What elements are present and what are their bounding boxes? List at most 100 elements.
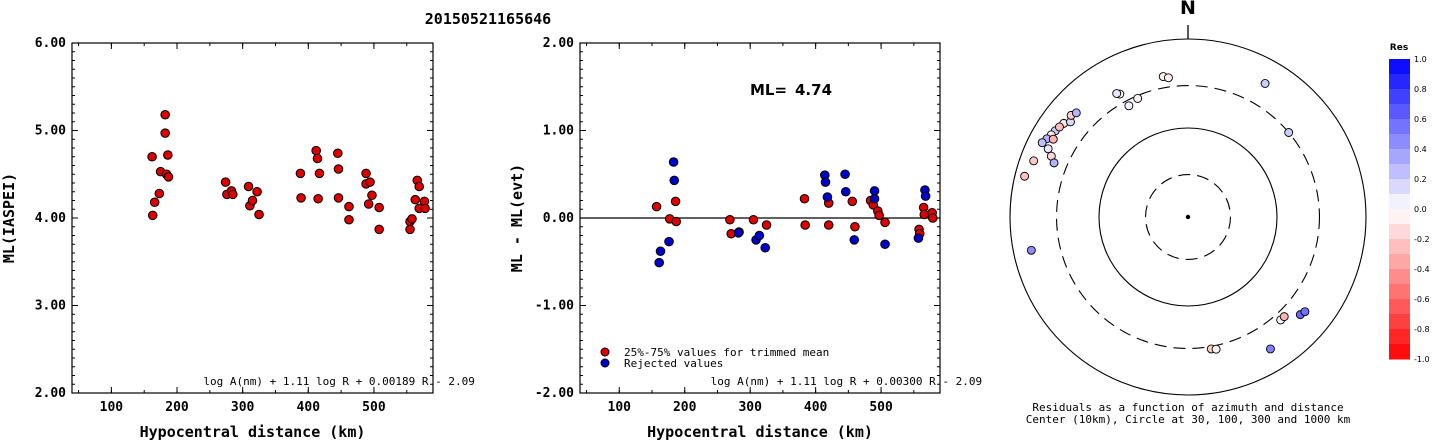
colorbar-tick-label: -0.4 — [1414, 265, 1430, 274]
data-point — [333, 164, 344, 174]
trimmed-mean-point — [670, 196, 681, 207]
trimmed-mean-point — [671, 216, 682, 227]
data-point — [344, 214, 354, 225]
colorbar-segment — [1389, 119, 1410, 135]
data-point — [220, 177, 231, 187]
station-marker — [1211, 344, 1221, 354]
data-point — [367, 190, 377, 201]
colorbar-tick-label: -0.6 — [1414, 295, 1430, 304]
x-tick-label: 400 — [297, 400, 321, 415]
colorbar-segment — [1389, 224, 1410, 240]
trimmed-mean-point — [725, 214, 735, 225]
data-point — [295, 168, 306, 179]
x-tick-label: 200 — [165, 400, 189, 415]
data-point — [420, 203, 430, 214]
trimmed-mean-point — [651, 201, 662, 212]
rejected-point — [920, 191, 931, 201]
station-marker — [1124, 101, 1134, 111]
trimmed-mean-point — [800, 220, 810, 230]
data-point — [414, 181, 425, 192]
azimuth-residual-map: N Residuals as a function of azimuth and … — [1009, 0, 1367, 426]
rejected-point — [754, 230, 765, 241]
data-point — [160, 109, 171, 120]
station-marker — [1163, 73, 1173, 83]
data-point — [254, 209, 264, 220]
colorbar-segment — [1389, 344, 1410, 360]
rejected-point — [664, 236, 674, 247]
colorbar-segment — [1389, 269, 1410, 285]
colorbar-segment — [1389, 179, 1410, 195]
data-point — [374, 224, 384, 235]
colorbar-segment — [1389, 314, 1410, 330]
colorbar-tick-label: 0.6 — [1414, 115, 1427, 124]
y-tick-label: 1.00 — [543, 124, 574, 139]
station-marker — [1300, 307, 1310, 317]
colorbar-segment — [1389, 149, 1410, 165]
colorbar-segment — [1389, 74, 1410, 90]
data-point — [410, 194, 421, 205]
trimmed-mean-point — [928, 213, 938, 223]
data-point — [365, 177, 375, 187]
map-caption-line1: Residuals as a function of azimuth and d… — [1032, 401, 1343, 414]
rejected-point — [869, 186, 880, 196]
y-tick-label: 3.00 — [35, 299, 66, 314]
data-point — [314, 168, 325, 179]
colorbar-tick-label: 0.8 — [1414, 85, 1427, 94]
colorbar-segment — [1389, 164, 1410, 180]
rejected-point — [654, 257, 665, 268]
data-point — [296, 193, 306, 203]
rejected-point — [840, 169, 850, 180]
magnitude-vs-distance-panel: 100 200 300 400 500 2.00 3.00 4.00 5.00 6.00 Hypoc… — [0, 36, 475, 441]
station-marker — [1020, 171, 1030, 181]
colorbar-tick-label: 1.0 — [1414, 55, 1427, 64]
rejected-point — [880, 239, 890, 250]
trimmed-mean-point — [761, 220, 772, 230]
trimmed-mean-point — [919, 209, 930, 220]
x-tick-label: 100 — [608, 400, 632, 415]
station-marker — [1048, 134, 1058, 144]
ring-300km — [1055, 84, 1321, 350]
ml-value: 4.74 — [795, 81, 832, 99]
colorbar-segment — [1389, 329, 1410, 345]
data-point — [228, 189, 238, 200]
formula-label: log A(nm) + 1.11 log R + 0.00189 R - 2.0… — [203, 375, 475, 388]
y-tick-label: 2.00 — [543, 36, 574, 51]
colorbar-segment — [1389, 299, 1410, 315]
data-point — [344, 201, 354, 212]
colorbar-tick-label: 0.0 — [1414, 205, 1427, 214]
x-axis-label: Hypocentral distance (km) — [140, 423, 366, 441]
x-tick-label: 400 — [804, 400, 828, 415]
rejected-point — [849, 235, 860, 245]
x-tick-label: 300 — [738, 400, 762, 415]
plot-frame — [71, 42, 434, 394]
legend-marker-trimmed — [600, 347, 610, 357]
trimmed-mean-point — [748, 214, 759, 225]
rejected-point — [760, 242, 771, 253]
legend-marker-rejected — [600, 358, 610, 368]
data-point — [147, 151, 157, 162]
data-point — [333, 193, 344, 203]
colorbar-segment — [1389, 134, 1410, 150]
station-marker — [1029, 156, 1039, 166]
colorbar-segment — [1389, 59, 1410, 75]
station-marker — [1265, 344, 1275, 354]
x-tick-label: 100 — [100, 400, 124, 415]
data-point — [407, 214, 417, 224]
station-marker — [1049, 158, 1059, 168]
station-marker — [1279, 312, 1289, 322]
station-marker — [1284, 128, 1294, 137]
data-point — [405, 224, 415, 235]
trimmed-mean-point — [874, 210, 884, 221]
legend-label-trimmed: 25%-75% values for trimmed mean — [624, 346, 829, 359]
residual-vs-distance-panel: 100 200 300 400 500 -2.00 -1.00 0.00 1.00 2.00 Hyp… — [508, 36, 982, 441]
rejected-point — [840, 186, 851, 197]
data-point — [247, 195, 258, 206]
data-point — [312, 153, 323, 164]
colorbar-segment — [1389, 239, 1410, 255]
trimmed-mean-point — [847, 196, 858, 207]
colorbar-segment — [1389, 254, 1410, 270]
colorbar-tick-label: -0.2 — [1414, 235, 1430, 244]
y-tick-label: 2.00 — [35, 386, 66, 401]
colorbar-title: Res — [1390, 43, 1408, 53]
